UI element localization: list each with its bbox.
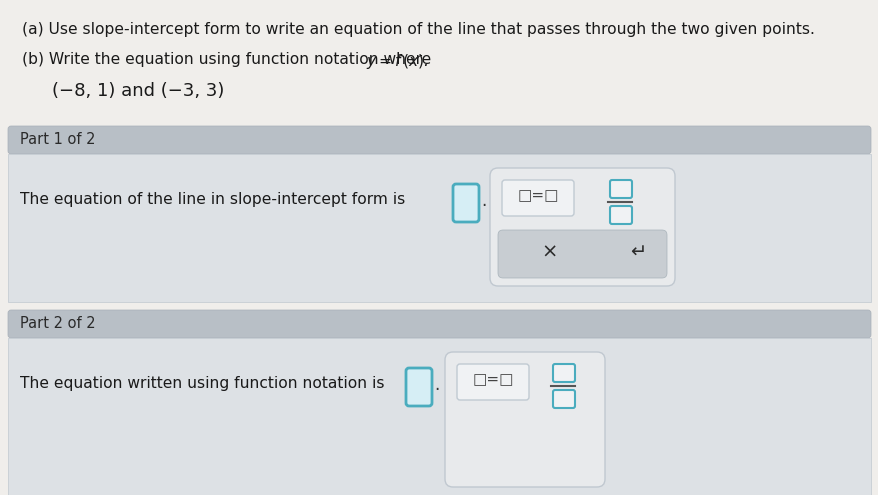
- Text: (b) Write the equation using function notation where: (b) Write the equation using function no…: [22, 52, 435, 67]
- FancyBboxPatch shape: [8, 126, 870, 154]
- Text: .: .: [434, 376, 439, 394]
- FancyBboxPatch shape: [452, 184, 479, 222]
- Text: Part 2 of 2: Part 2 of 2: [20, 316, 96, 331]
- FancyBboxPatch shape: [498, 230, 666, 278]
- Text: ×: ×: [541, 243, 558, 261]
- Text: (a) Use slope-intercept form to write an equation of the line that passes throug: (a) Use slope-intercept form to write an…: [22, 22, 814, 37]
- Text: $y=f\,(x)$.: $y=f\,(x)$.: [365, 52, 428, 71]
- FancyBboxPatch shape: [501, 180, 573, 216]
- FancyBboxPatch shape: [552, 390, 574, 408]
- FancyBboxPatch shape: [609, 180, 631, 198]
- FancyBboxPatch shape: [444, 352, 604, 487]
- FancyBboxPatch shape: [457, 364, 529, 400]
- Text: Part 1 of 2: Part 1 of 2: [20, 132, 96, 147]
- Bar: [8, 154, 870, 302]
- Text: .: .: [480, 192, 486, 210]
- FancyBboxPatch shape: [609, 206, 631, 224]
- Text: The equation written using function notation is: The equation written using function nota…: [20, 376, 384, 391]
- Text: ↵: ↵: [630, 243, 645, 261]
- Bar: [8, 338, 870, 495]
- Text: The equation of the line in slope-intercept form is: The equation of the line in slope-interc…: [20, 192, 405, 207]
- Text: □=□: □=□: [516, 188, 558, 203]
- FancyBboxPatch shape: [8, 310, 870, 338]
- Text: □=□: □=□: [471, 372, 513, 387]
- FancyBboxPatch shape: [406, 368, 431, 406]
- Text: (−8, 1) and (−3, 3): (−8, 1) and (−3, 3): [52, 82, 224, 100]
- FancyBboxPatch shape: [552, 364, 574, 382]
- FancyBboxPatch shape: [489, 168, 674, 286]
